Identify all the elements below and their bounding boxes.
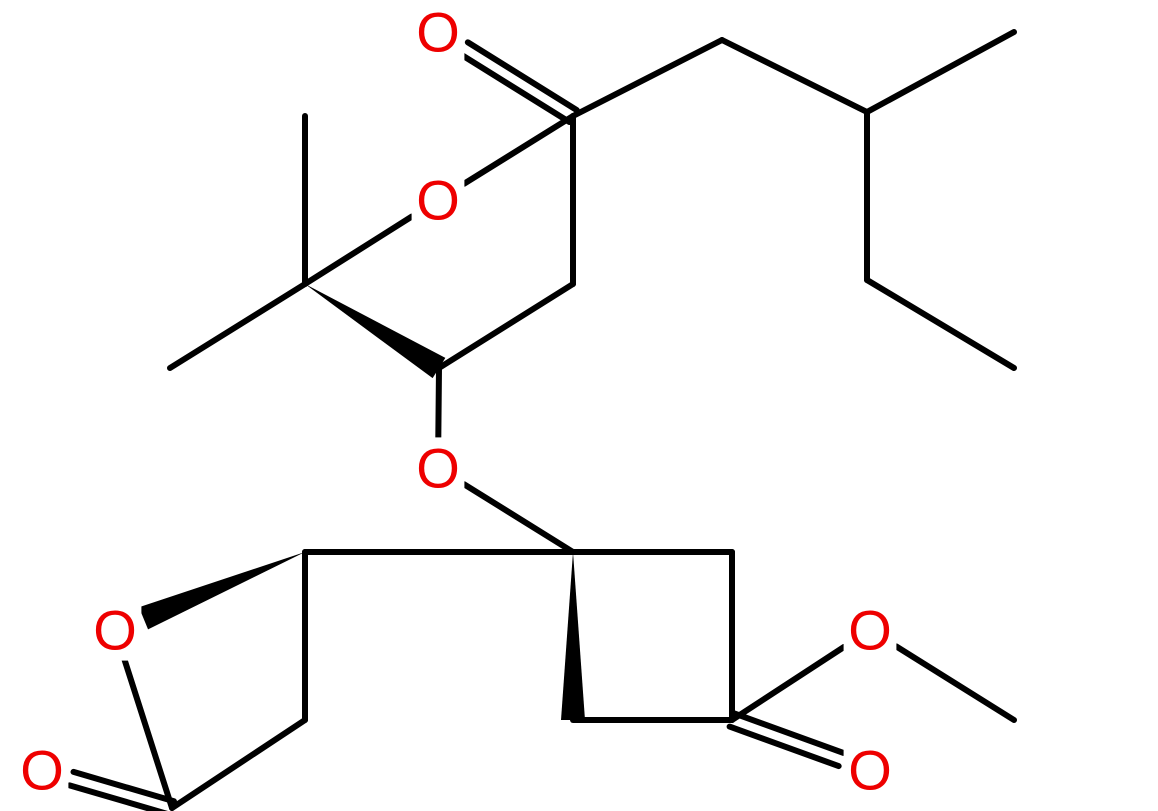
o-atom-label: O: [848, 739, 892, 802]
o-atom-label: O: [416, 1, 460, 64]
o-atom-label: O: [848, 599, 892, 662]
o-atom-label: O: [93, 599, 137, 662]
molecule-diagram: O O O O O O O: [0, 0, 1158, 811]
o-atom-label: O: [20, 739, 64, 802]
o-atom-label: O: [416, 437, 460, 500]
o-atom-label: O: [416, 169, 460, 232]
